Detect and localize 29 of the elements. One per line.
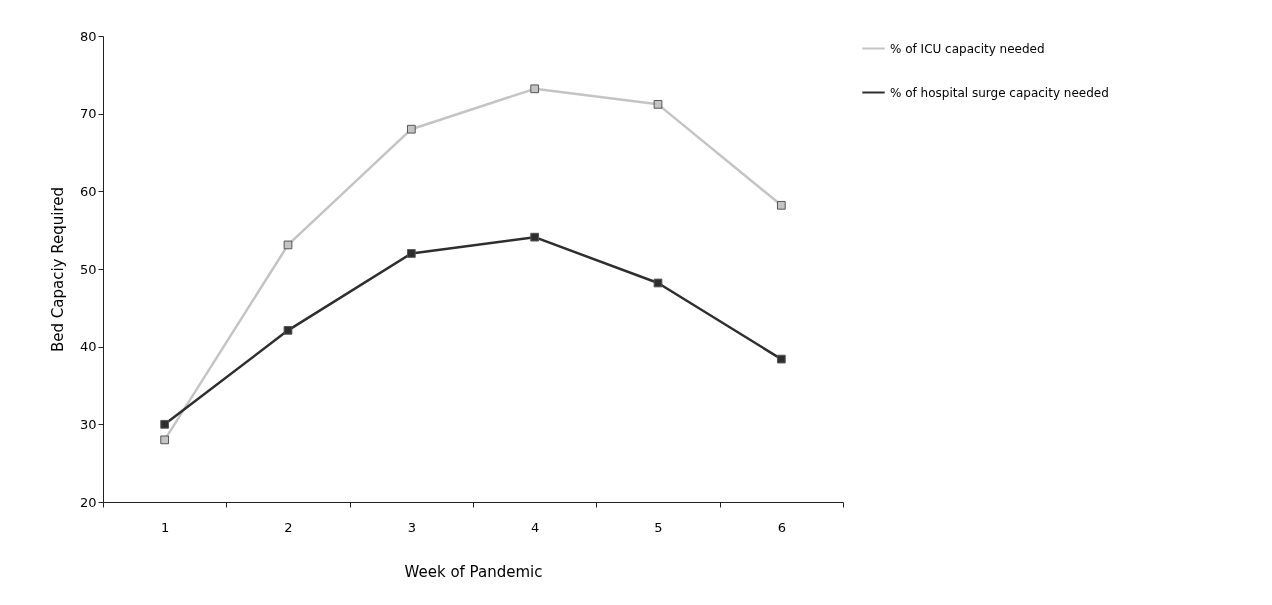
point [406,249,416,258]
point [653,99,663,109]
x-tick-label: 4 [531,519,540,535]
point [653,278,663,288]
point [406,124,416,134]
point [776,354,786,364]
legend-label: % of hospital surge capacity needed [890,85,1109,100]
x-tick-label: 2 [284,519,293,535]
x-tick-label: 6 [777,519,786,535]
point [530,232,540,242]
point [776,200,786,210]
y-axis-title: Bed Capaciy Required [48,186,67,353]
y-tick-label: 80 [79,28,97,44]
y-tick-label: 70 [79,106,97,122]
point [283,325,293,335]
y-tick-label: 60 [79,183,97,199]
y-tick-label: 50 [79,261,97,277]
y-tick-label: 40 [79,339,97,355]
x-tick-label: 5 [654,519,663,535]
point [530,84,540,94]
legend-label: % of ICU capacity needed [890,41,1045,56]
y-tick-label: 30 [79,416,97,432]
x-tick-label: 1 [161,519,170,535]
point [160,435,170,445]
point [160,419,170,429]
point [283,240,293,250]
x-tick-label: 3 [407,519,416,535]
x-axis-title: Week of Pandemic [404,562,543,581]
y-tick-label: 20 [79,494,97,510]
